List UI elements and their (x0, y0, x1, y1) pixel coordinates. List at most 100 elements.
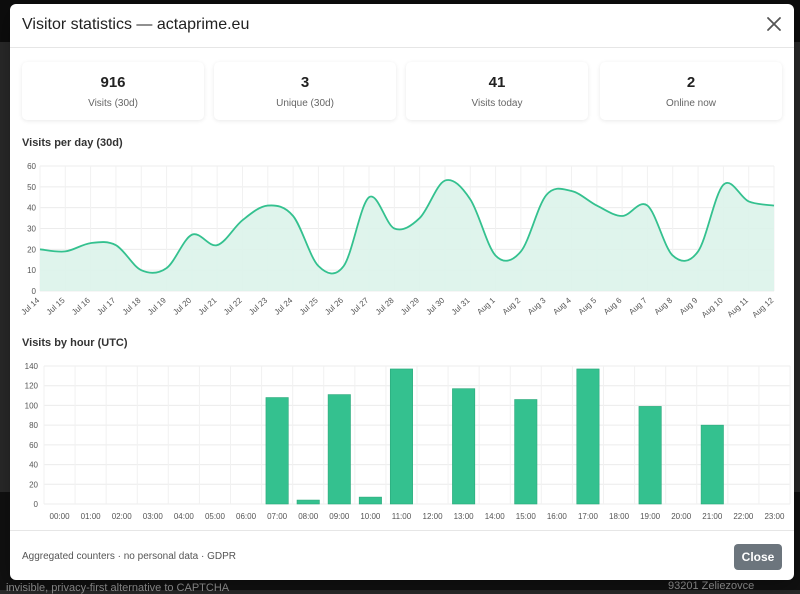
x-tick-label: Jul 18 (121, 295, 143, 316)
x-tick-label: 09:00 (329, 512, 350, 521)
y-tick-label: 140 (25, 362, 39, 371)
x-tick-label: Jul 27 (348, 295, 370, 316)
stat-label: Visits (30d) (88, 98, 138, 109)
y-tick-label: 60 (27, 162, 36, 171)
x-tick-label: 20:00 (671, 512, 692, 521)
x-tick-label: Jul 30 (424, 295, 446, 316)
modal-footer: Aggregated counters · no personal data ·… (10, 530, 794, 580)
bar (389, 368, 413, 505)
x-tick-label: 02:00 (112, 512, 133, 521)
backdrop-footer-left: invisible, privacy-first alternative to … (6, 582, 230, 594)
bar (452, 388, 476, 505)
x-tick-label: 01:00 (81, 512, 102, 521)
x-tick-label: Aug 8 (653, 295, 675, 316)
y-tick-label: 40 (27, 204, 36, 213)
x-tick-label: Jul 17 (95, 295, 117, 316)
x-tick-label: 14:00 (485, 512, 506, 521)
x-tick-label: Jul 26 (323, 295, 345, 316)
bar (576, 368, 600, 505)
x-tick-label: 05:00 (205, 512, 226, 521)
bar (327, 394, 351, 505)
x-tick-label: 10:00 (360, 512, 381, 521)
area-fill (40, 179, 774, 291)
x-tick-label: Aug 6 (602, 295, 624, 316)
stat-label: Online now (665, 98, 717, 109)
x-tick-label: 23:00 (764, 512, 785, 521)
x-tick-label: Aug 1 (475, 295, 497, 316)
bar (514, 399, 538, 505)
x-tick-label: 13:00 (454, 512, 475, 521)
bar (296, 499, 320, 505)
x-tick-label: 04:00 (174, 512, 195, 521)
daily-chart-title: Visits per day (30d) (22, 137, 123, 149)
x-tick-label: Aug 7 (627, 295, 649, 316)
backdrop-footer-right: 93201 Zeliezovce (668, 580, 755, 592)
x-tick-label: Jul 21 (197, 295, 219, 316)
stat-value: 41 (488, 74, 506, 91)
y-tick-label: 20 (29, 480, 38, 489)
bar (265, 397, 289, 505)
x-tick-label: Jul 20 (171, 295, 193, 316)
series-line (39, 179, 775, 275)
x-tick-label: Aug 4 (551, 295, 573, 316)
hourly-chart-title: Visits by hour (UTC) (22, 337, 128, 349)
x-tick-label: Jul 23 (247, 295, 269, 316)
stat-value: 3 (300, 74, 310, 91)
y-tick-label: 50 (27, 183, 36, 192)
x-tick-label: 16:00 (547, 512, 568, 521)
stat-card-unique-30d: 3 Unique (30d) (214, 62, 396, 120)
close-button[interactable]: Close (734, 544, 782, 570)
x-tick-label: 08:00 (298, 512, 319, 521)
x-tick-label: Aug 2 (501, 295, 523, 316)
x-tick-label: Jul 16 (70, 295, 92, 316)
x-tick-label: Aug 11 (726, 295, 751, 319)
x-tick-label: Jul 25 (298, 295, 320, 316)
x-tick-label: Aug 10 (700, 295, 725, 319)
modal-title: Visitor statistics — actaprime.eu (22, 16, 250, 33)
y-tick-label: 120 (25, 382, 39, 391)
stat-label: Visits today (471, 98, 523, 109)
x-tick-label: Jul 29 (399, 295, 421, 316)
x-tick-label: Aug 12 (750, 295, 775, 319)
x-tick-label: Jul 19 (146, 295, 168, 316)
x-tick-label: 11:00 (392, 512, 412, 521)
x-tick-label: Jul 31 (450, 295, 472, 316)
x-tick-label: 12:00 (423, 512, 444, 521)
x-tick-label: Jul 22 (222, 295, 244, 316)
x-tick-label: 18:00 (609, 512, 630, 521)
footer-note: Aggregated counters · no personal data ·… (22, 551, 237, 562)
x-tick-label: 00:00 (50, 512, 71, 521)
x-tick-label: 07:00 (267, 512, 288, 521)
x-tick-label: Jul 14 (19, 295, 41, 316)
x-tick-label: Jul 15 (45, 295, 67, 316)
x-tick-label: 17:00 (578, 512, 599, 521)
modal-header: Visitor statistics — actaprime.eu (10, 4, 794, 48)
x-tick-label: 21:00 (702, 512, 723, 521)
x-tick-label: Jul 28 (374, 295, 396, 316)
y-tick-label: 0 (34, 500, 39, 509)
close-icon[interactable] (764, 14, 784, 34)
bar (700, 424, 724, 505)
x-tick-label: 19:00 (640, 512, 661, 521)
stat-card-online-now: 2 Online now (600, 62, 782, 120)
x-tick-label: 06:00 (236, 512, 257, 521)
stat-card-visits-30d: 916 Visits (30d) (22, 62, 204, 120)
y-tick-label: 40 (29, 461, 38, 470)
y-tick-label: 60 (29, 441, 38, 450)
x-tick-label: 03:00 (143, 512, 164, 521)
bar (358, 496, 382, 505)
hourly-visits-chart: 0 20 40 60 80 100 120 140 00:00 01:00 02:00 03:00 04… (25, 362, 791, 521)
stat-value: 2 (686, 74, 696, 91)
x-tick-label: 15:00 (516, 512, 537, 521)
y-tick-label: 30 (27, 225, 36, 234)
x-tick-label: Aug 3 (526, 295, 548, 316)
bar (638, 406, 662, 505)
y-tick-label: 0 (32, 287, 37, 296)
y-tick-label: 100 (25, 401, 39, 410)
visitor-stats-modal: Visitor statistics — actaprime.eu 916 Vi… (10, 4, 794, 580)
stat-value: 916 (100, 74, 126, 91)
stat-card-visits-today: 41 Visits today (406, 62, 588, 120)
x-tick-label: Aug 5 (577, 295, 599, 316)
x-tick-label: Aug 9 (678, 295, 700, 316)
